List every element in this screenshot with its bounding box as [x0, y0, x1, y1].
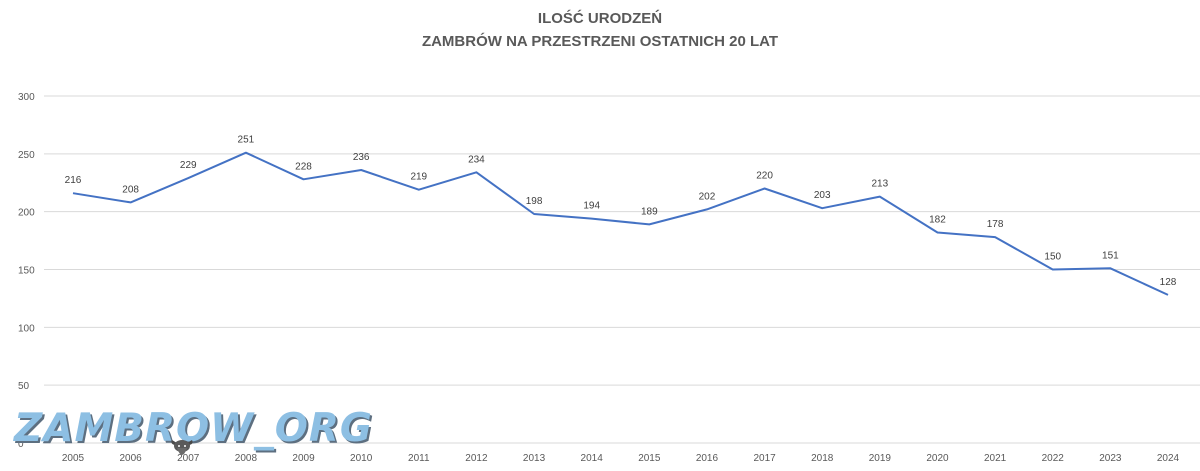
x-tick-label: 2023	[1099, 453, 1122, 464]
x-axis-tick-labels: 2005 2006 2007 2008 2009 2010 2011 2012 2013 2014…	[62, 453, 1180, 464]
data-label: 203	[814, 190, 831, 201]
chart-title: ILOŚĆ URODZEŃ	[537, 10, 663, 27]
data-label: 182	[929, 214, 946, 225]
y-axis-tick-labels: 0 50 100 150 200 250 300	[18, 92, 35, 450]
data-label: 228	[295, 161, 312, 172]
data-label: 151	[1102, 250, 1119, 261]
y-tick-label: 300	[18, 92, 35, 103]
x-tick-label: 2017	[753, 453, 776, 464]
data-label: 208	[122, 184, 139, 195]
x-tick-label: 2024	[1157, 453, 1180, 464]
x-tick-label: 2018	[811, 453, 834, 464]
x-tick-label: 2005	[62, 453, 85, 464]
x-tick-label: 2007	[177, 453, 200, 464]
data-label: 220	[756, 171, 773, 182]
x-tick-label: 2009	[292, 453, 315, 464]
y-tick-label: 100	[18, 323, 35, 334]
y-tick-label: 0	[18, 439, 24, 450]
data-label: 202	[699, 191, 716, 202]
data-labels: 216 208 229 251 228 236 219 234 198 194 189 202 220 2…	[65, 135, 1177, 288]
x-tick-label: 2021	[984, 453, 1007, 464]
x-tick-label: 2010	[350, 453, 373, 464]
data-label: 198	[526, 196, 543, 207]
data-label: 178	[987, 219, 1004, 230]
x-tick-label: 2014	[581, 453, 604, 464]
x-tick-label: 2006	[120, 453, 143, 464]
x-tick-label: 2013	[523, 453, 546, 464]
y-tick-label: 150	[18, 266, 35, 277]
data-label: 194	[583, 201, 600, 212]
x-tick-label: 2020	[926, 453, 949, 464]
data-label: 213	[871, 179, 888, 190]
y-tick-label: 50	[18, 381, 30, 392]
data-label: 216	[65, 175, 82, 186]
y-tick-label: 250	[18, 150, 35, 161]
y-tick-label: 200	[18, 208, 35, 219]
data-label: 251	[238, 135, 255, 146]
x-tick-label: 2022	[1042, 453, 1065, 464]
data-label: 219	[410, 172, 427, 183]
data-label: 150	[1044, 252, 1061, 263]
chart-subtitle: ZAMBRÓW NA PRZESTRZENI OSTATNICH 20 LAT	[421, 33, 779, 50]
x-tick-label: 2016	[696, 453, 719, 464]
data-label: 234	[468, 154, 485, 165]
data-label: 189	[641, 206, 658, 217]
data-label: 229	[180, 160, 197, 171]
gridlines	[44, 95, 1200, 444]
x-tick-label: 2019	[869, 453, 892, 464]
x-tick-label: 2015	[638, 453, 661, 464]
bison-head-icon	[171, 440, 193, 455]
x-tick-label: 2012	[465, 453, 488, 464]
series-line	[72, 151, 1169, 296]
x-tick-label: 2008	[235, 453, 258, 464]
data-label: 128	[1160, 277, 1177, 288]
data-label: 236	[353, 152, 370, 163]
x-tick-label: 2011	[408, 453, 430, 464]
watermark-logo: ZAMBROW_ORG	[14, 406, 373, 451]
